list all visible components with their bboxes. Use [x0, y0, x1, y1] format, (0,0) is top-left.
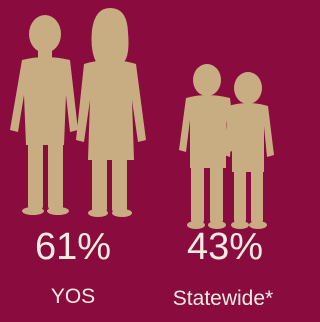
group-label: YOS: [8, 286, 138, 308]
infographic: 61% YOS 43% Statewide*: [0, 0, 290, 322]
statewide-children: [179, 64, 274, 229]
percent: 43%: [170, 228, 280, 266]
percent: 61%: [18, 228, 128, 266]
group-label: Statewide*: [158, 288, 288, 310]
silhouettes: [0, 0, 290, 322]
yos-children: [10, 8, 146, 217]
